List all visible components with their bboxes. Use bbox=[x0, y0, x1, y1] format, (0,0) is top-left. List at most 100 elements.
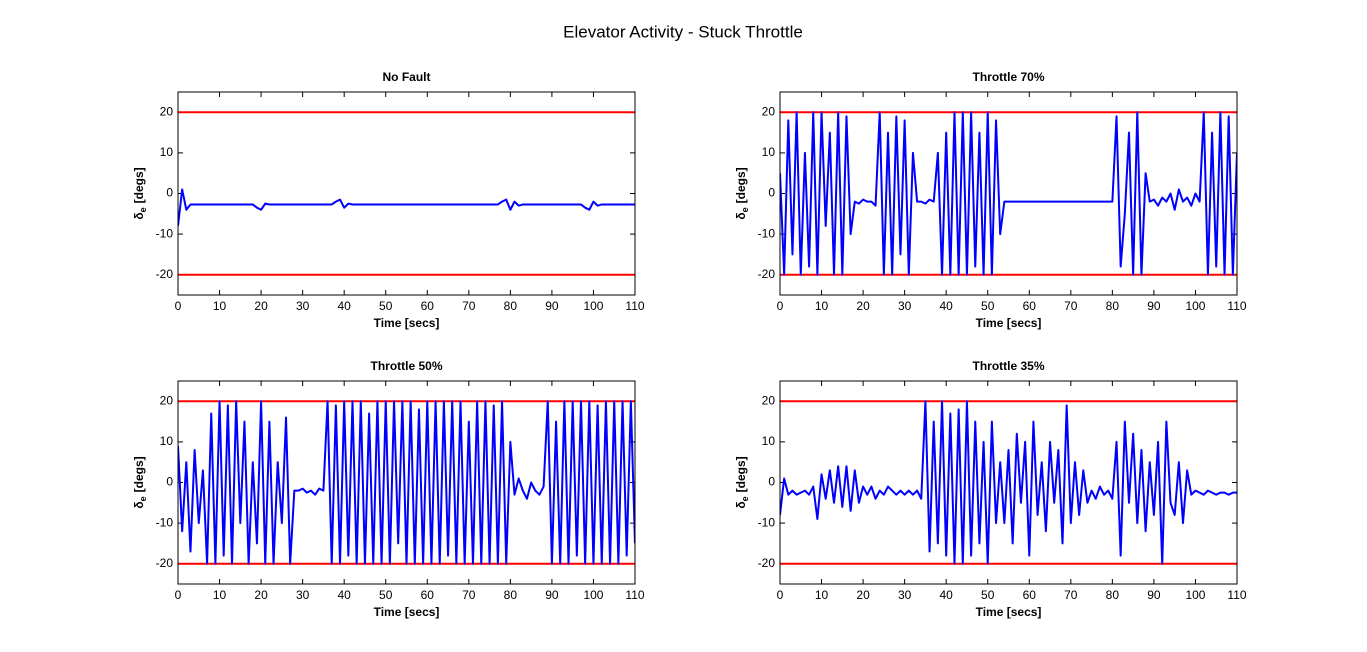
y-tick-label: 0 bbox=[768, 475, 775, 489]
x-tick-label: 10 bbox=[213, 299, 227, 313]
x-tick-label: 70 bbox=[1064, 588, 1078, 602]
x-tick-label: 50 bbox=[379, 588, 393, 602]
subplot-title: No Fault bbox=[383, 70, 431, 84]
plot-frame bbox=[779, 380, 1238, 585]
y-tick-label: -10 bbox=[758, 226, 776, 240]
y-axis-symbol: δ bbox=[132, 501, 146, 508]
y-axis-subscript: e bbox=[740, 207, 750, 212]
x-tick-label: 90 bbox=[545, 588, 559, 602]
x-tick-label: 60 bbox=[421, 299, 435, 313]
x-tick-label: 0 bbox=[175, 588, 182, 602]
x-tick-label: 100 bbox=[583, 299, 603, 313]
x-tick-label: 30 bbox=[898, 299, 912, 313]
y-tick-label: -10 bbox=[156, 226, 174, 240]
y-axis-unit: [degs] bbox=[734, 456, 748, 492]
y-tick-label: 20 bbox=[160, 393, 174, 407]
y-axis-subscript: e bbox=[138, 496, 148, 501]
x-tick-label: 40 bbox=[940, 299, 954, 313]
data-line bbox=[780, 400, 1237, 565]
y-tick-label: 20 bbox=[762, 104, 776, 118]
data-line bbox=[178, 400, 635, 565]
y-tick-label: -20 bbox=[156, 556, 174, 570]
x-tick-label: 80 bbox=[504, 588, 518, 602]
x-tick-label: 90 bbox=[1147, 299, 1161, 313]
x-tick-label: 80 bbox=[1106, 299, 1120, 313]
y-tick-label: -20 bbox=[758, 267, 776, 281]
x-tick-label: 110 bbox=[625, 588, 644, 602]
plot-area bbox=[780, 92, 1237, 295]
y-tick-label: 10 bbox=[160, 145, 174, 159]
figure-title: Elevator Activity - Stuck Throttle bbox=[563, 22, 803, 41]
x-tick-label: 30 bbox=[296, 299, 310, 313]
x-tick-label: 40 bbox=[338, 299, 352, 313]
x-tick-label: 90 bbox=[1147, 588, 1161, 602]
x-tick-label: 80 bbox=[504, 299, 518, 313]
plot-frame bbox=[177, 91, 636, 296]
y-tick-label: -20 bbox=[758, 556, 776, 570]
y-tick-label: 20 bbox=[160, 104, 174, 118]
x-axis-label: Time [secs] bbox=[976, 316, 1042, 330]
x-tick-label: 60 bbox=[421, 588, 435, 602]
x-tick-label: 60 bbox=[1023, 299, 1037, 313]
x-tick-label: 20 bbox=[254, 588, 268, 602]
x-tick-label: 30 bbox=[898, 588, 912, 602]
y-axis-label: δe [degs] bbox=[734, 167, 750, 219]
subplot-title: Throttle 50% bbox=[370, 359, 442, 373]
y-tick-label: 10 bbox=[160, 434, 174, 448]
y-axis-label: δe [degs] bbox=[132, 456, 148, 508]
y-axis-symbol: δ bbox=[132, 212, 146, 219]
x-tick-label: 0 bbox=[777, 299, 784, 313]
x-tick-label: 70 bbox=[462, 588, 476, 602]
y-tick-label: 0 bbox=[166, 186, 173, 200]
y-axis-unit: [degs] bbox=[132, 167, 146, 203]
x-tick-label: 10 bbox=[815, 588, 829, 602]
y-tick-label: 0 bbox=[768, 186, 775, 200]
x-tick-label: 50 bbox=[981, 299, 995, 313]
x-tick-label: 50 bbox=[981, 588, 995, 602]
y-tick-label: -10 bbox=[758, 515, 776, 529]
x-tick-label: 110 bbox=[1227, 299, 1246, 313]
x-tick-label: 20 bbox=[856, 588, 870, 602]
x-tick-label: 10 bbox=[213, 588, 227, 602]
y-tick-label: -20 bbox=[156, 267, 174, 281]
x-tick-label: 10 bbox=[815, 299, 829, 313]
subplot-title: Throttle 35% bbox=[972, 359, 1044, 373]
x-tick-label: 40 bbox=[338, 588, 352, 602]
y-tick-label: -10 bbox=[156, 515, 174, 529]
x-tick-label: 100 bbox=[1185, 588, 1205, 602]
y-tick-label: 10 bbox=[762, 145, 776, 159]
y-axis-symbol: δ bbox=[734, 501, 748, 508]
plot-frame bbox=[779, 91, 1238, 296]
x-axis-label: Time [secs] bbox=[374, 605, 440, 619]
x-tick-label: 0 bbox=[175, 299, 182, 313]
x-tick-label: 20 bbox=[254, 299, 268, 313]
x-tick-label: 60 bbox=[1023, 588, 1037, 602]
y-axis-subscript: e bbox=[138, 207, 148, 212]
subplot-title: Throttle 70% bbox=[972, 70, 1044, 84]
y-axis-symbol: δ bbox=[734, 212, 748, 219]
x-axis-label: Time [secs] bbox=[374, 316, 440, 330]
x-tick-label: 30 bbox=[296, 588, 310, 602]
x-tick-label: 110 bbox=[625, 299, 644, 313]
y-axis-label: δe [degs] bbox=[734, 456, 750, 508]
y-axis-subscript: e bbox=[740, 496, 750, 501]
x-tick-label: 50 bbox=[379, 299, 393, 313]
data-line bbox=[780, 111, 1237, 276]
x-tick-label: 40 bbox=[940, 588, 954, 602]
x-axis-label: Time [secs] bbox=[976, 605, 1042, 619]
y-axis-label: δe [degs] bbox=[132, 167, 148, 219]
y-tick-label: 20 bbox=[762, 393, 776, 407]
x-tick-label: 0 bbox=[777, 588, 784, 602]
x-tick-label: 70 bbox=[462, 299, 476, 313]
x-tick-label: 20 bbox=[856, 299, 870, 313]
y-tick-label: 0 bbox=[166, 475, 173, 489]
x-tick-label: 100 bbox=[583, 588, 603, 602]
x-tick-label: 80 bbox=[1106, 588, 1120, 602]
x-tick-label: 110 bbox=[1227, 588, 1246, 602]
data-line bbox=[178, 188, 635, 227]
plot-frame bbox=[177, 380, 636, 585]
plot-area bbox=[178, 92, 635, 295]
y-tick-label: 10 bbox=[762, 434, 776, 448]
x-tick-label: 90 bbox=[545, 299, 559, 313]
